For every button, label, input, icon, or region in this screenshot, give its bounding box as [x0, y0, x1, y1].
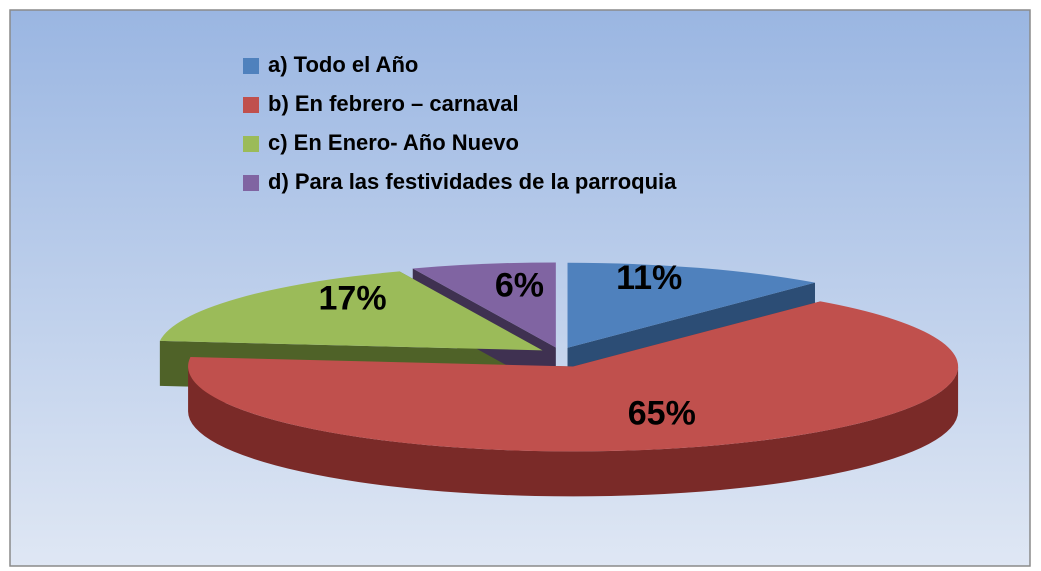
legend-label: d) Para las festividades de la parroquia: [268, 169, 677, 194]
legend-swatch: [243, 58, 259, 74]
pie: 11% 65% 17% 6%: [159, 259, 959, 497]
slice: [159, 271, 543, 351]
slice-wall: [188, 366, 959, 497]
legend-swatch: [243, 97, 259, 113]
legend: a) Todo el Año b) En febrero – carnaval c)…: [243, 52, 677, 194]
legend-swatch: [243, 136, 259, 152]
legend-label: a) Todo el Año: [268, 52, 418, 77]
legend-label: c) En Enero- Año Nuevo: [268, 130, 519, 155]
data-label: 17%: [319, 279, 387, 317]
legend-swatch: [243, 175, 259, 191]
data-label: 6%: [495, 267, 544, 305]
slice: [412, 262, 556, 348]
slice: [567, 262, 815, 348]
data-label: 11%: [616, 259, 682, 297]
data-label: 65%: [628, 394, 696, 432]
legend-label: b) En febrero – carnaval: [268, 91, 519, 116]
slice: [188, 301, 959, 452]
